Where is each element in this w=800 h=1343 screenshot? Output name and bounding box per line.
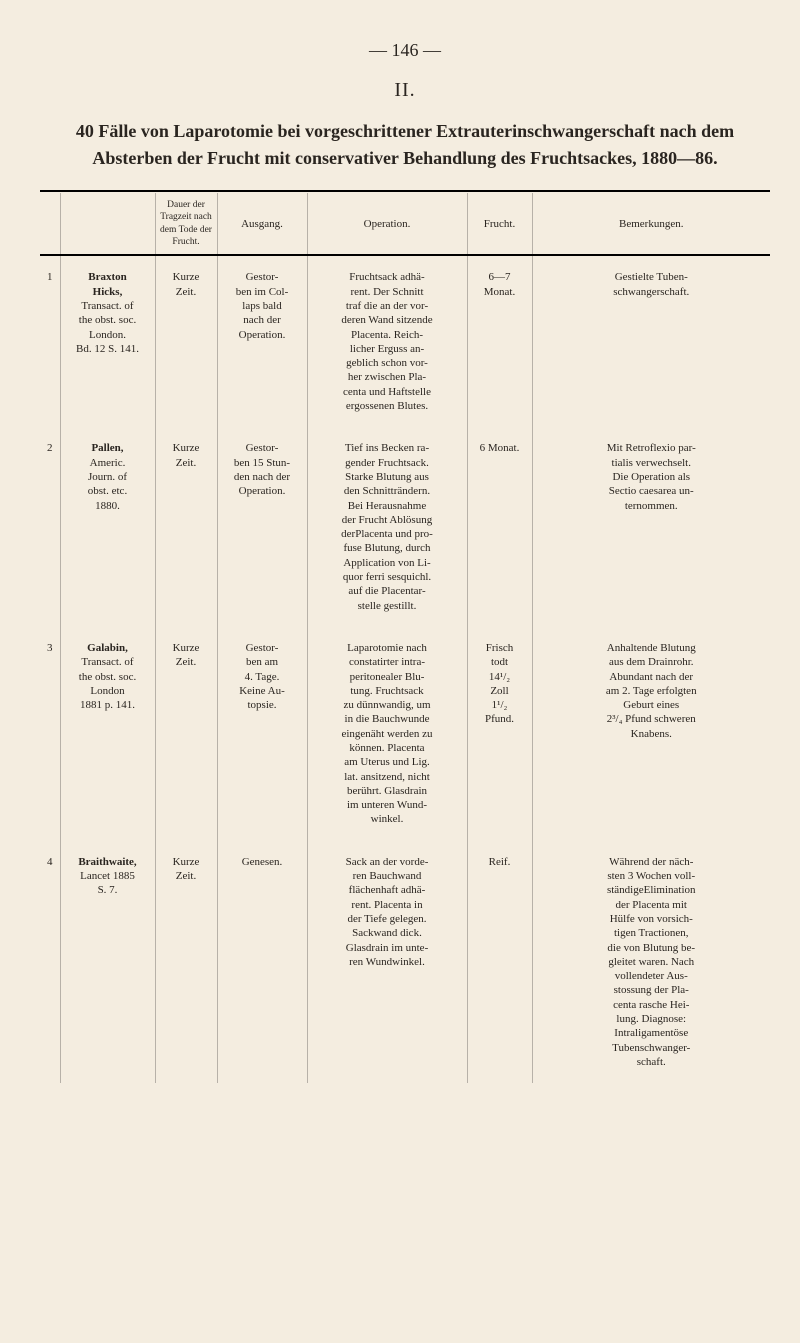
- cell-bemerk: Mit Retroflexio par- tialis verwechselt.…: [532, 427, 770, 627]
- table-body: 1 Braxton Hicks, Transact. of the obst. …: [40, 255, 770, 1083]
- table-row: 4 Braithwaite, Lancet 1885 S. 7. Kurze Z…: [40, 841, 770, 1083]
- source-pub: Transact. of the obst. soc. London 1881 …: [65, 655, 151, 712]
- cell-duration: Kurze Zeit.: [155, 427, 217, 627]
- cell-duration: Kurze Zeit.: [155, 627, 217, 841]
- col-duration-header: Dauer der Tragzeit nach dem Tode der Fru…: [155, 193, 217, 255]
- cell-frucht: Frisch todt 14¹/₂ Zoll 1¹/₂ Pfund.: [467, 627, 532, 841]
- cell-ausgang: Gestor- ben 15 Stun- den nach der Operat…: [217, 427, 307, 627]
- cell-bemerk: Gestielte Tuben- schwangerschaft.: [532, 255, 770, 427]
- section-number: II.: [40, 79, 770, 102]
- cell-operation: Sack an der vorde- ren Bauchwand flächen…: [307, 841, 467, 1083]
- cell-ausgang: Gestor- ben am 4. Tage. Keine Au- topsie…: [217, 627, 307, 841]
- cell-operation: Fruchtsack adhä- rent. Der Schnitt traf …: [307, 255, 467, 427]
- source-pub: Transact. of the obst. soc. London. Bd. …: [65, 299, 151, 356]
- cell-idx: 1: [40, 255, 60, 427]
- cell-ausgang: Genesen.: [217, 841, 307, 1083]
- source-pub: Americ. Journ. of obst. etc. 1880.: [65, 456, 151, 513]
- cell-idx: 2: [40, 427, 60, 627]
- cell-frucht: 6 Monat.: [467, 427, 532, 627]
- source-name: Galabin,: [65, 641, 151, 655]
- cell-idx: 4: [40, 841, 60, 1083]
- cell-source: Pallen, Americ. Journ. of obst. etc. 188…: [60, 427, 155, 627]
- table-row: 2 Pallen, Americ. Journ. of obst. etc. 1…: [40, 427, 770, 627]
- col-operation-header: Operation.: [307, 193, 467, 255]
- cell-bemerk: Anhaltende Blutung aus dem Drainrohr. Ab…: [532, 627, 770, 841]
- col-ausgang-header: Ausgang.: [217, 193, 307, 255]
- source-pub: Lancet 1885 S. 7.: [65, 869, 151, 898]
- cell-source: Galabin, Transact. of the obst. soc. Lon…: [60, 627, 155, 841]
- cell-duration: Kurze Zeit.: [155, 841, 217, 1083]
- col-bemerk-header: Bemerkungen.: [532, 193, 770, 255]
- table-row: 1 Braxton Hicks, Transact. of the obst. …: [40, 255, 770, 427]
- cell-source: Braithwaite, Lancet 1885 S. 7.: [60, 841, 155, 1083]
- cell-idx: 3: [40, 627, 60, 841]
- cell-duration: Kurze Zeit.: [155, 255, 217, 427]
- table-header-row: Dauer der Tragzeit nach dem Tode der Fru…: [40, 193, 770, 255]
- cell-ausgang: Gestor- ben im Col- laps bald nach der O…: [217, 255, 307, 427]
- source-name: Braithwaite,: [65, 855, 151, 869]
- col-source-header: [60, 193, 155, 255]
- cell-operation: Tief ins Becken ra- gender Fruchtsack. S…: [307, 427, 467, 627]
- page-number: — 146 —: [40, 40, 770, 61]
- cell-operation: Laparotomie nach constatirter intra- per…: [307, 627, 467, 841]
- source-name: Pallen,: [65, 441, 151, 455]
- page-title: 40 Fälle von Laparotomie bei vorgeschrit…: [40, 118, 770, 172]
- cell-bemerk: Während der näch- sten 3 Wochen voll- st…: [532, 841, 770, 1083]
- cell-frucht: 6—7 Monat.: [467, 255, 532, 427]
- cell-frucht: Reif.: [467, 841, 532, 1083]
- col-frucht-header: Frucht.: [467, 193, 532, 255]
- source-name: Braxton Hicks,: [65, 270, 151, 299]
- table-row: 3 Galabin, Transact. of the obst. soc. L…: [40, 627, 770, 841]
- cases-table: Dauer der Tragzeit nach dem Tode der Fru…: [40, 190, 770, 1083]
- cell-source: Braxton Hicks, Transact. of the obst. so…: [60, 255, 155, 427]
- col-idx-header: [40, 193, 60, 255]
- title-text: 40 Fälle von Laparotomie bei vorgeschrit…: [76, 121, 734, 168]
